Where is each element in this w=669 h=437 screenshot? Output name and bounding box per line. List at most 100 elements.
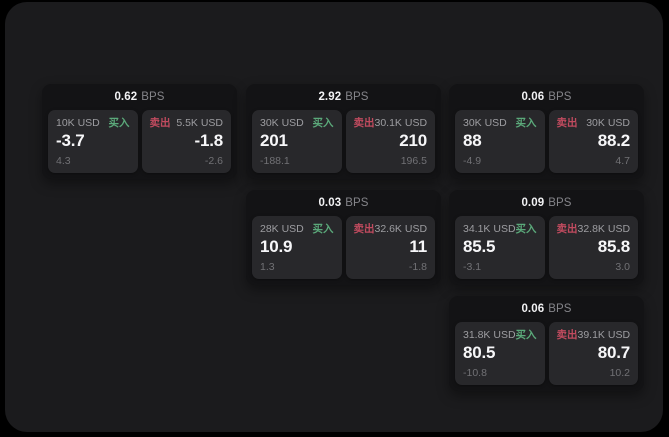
sell-delta: -1.8 (408, 261, 427, 273)
buy-price: 85.5 (463, 237, 496, 256)
sell-tag: 卖出 (556, 329, 578, 341)
buy-pane-header: 28K USD 买入 (260, 223, 334, 235)
sell-pane[interactable]: 卖出 32.8K USD 85.8 3.0 (548, 216, 638, 279)
bps-unit-label: BPS (548, 91, 572, 103)
bps-unit-label: BPS (548, 303, 572, 315)
buy-amount-label: 31.8K USD (463, 329, 516, 341)
buy-pane[interactable]: 30K USD 买入 88 -4.9 (455, 110, 545, 173)
buy-pane[interactable]: 10K USD 买入 -3.7 4.3 (48, 110, 138, 173)
bps-value: 0.06 (521, 91, 545, 103)
buy-amount-label: 28K USD (260, 223, 304, 235)
sell-pane[interactable]: 卖出 32.6K USD 11 -1.8 (345, 216, 435, 279)
sell-pane-header: 卖出 5.5K USD (150, 117, 224, 129)
sell-delta: 4.7 (615, 155, 630, 167)
card-body: 10K USD 买入 -3.7 4.3 卖出 5.5K USD -1.8 -2.… (42, 110, 237, 179)
sell-delta: 10.2 (609, 367, 630, 379)
bps-unit-label: BPS (345, 91, 369, 103)
bps-value: 0.06 (521, 303, 545, 315)
sell-amount-label: 30K USD (586, 117, 630, 129)
card-header: 0.03 BPS (246, 190, 441, 216)
buy-price: 80.5 (463, 343, 496, 362)
card-body: 31.8K USD 买入 80.5 -10.8 卖出 39.1K USD 80.… (449, 322, 644, 391)
buy-pane-header: 31.8K USD 买入 (463, 329, 537, 341)
card-header: 0.62 BPS (42, 84, 237, 110)
sell-amount-label: 5.5K USD (176, 117, 223, 129)
sell-pane[interactable]: 卖出 30.1K USD 210 196.5 (345, 110, 435, 173)
sell-pane-header: 卖出 39.1K USD (557, 329, 631, 341)
card-body: 30K USD 买入 88 -4.9 卖出 30K USD 88.2 4.7 (449, 110, 644, 179)
sell-tag: 卖出 (353, 223, 375, 235)
bps-value: 0.62 (114, 91, 138, 103)
buy-pane-header: 30K USD 买入 (463, 117, 537, 129)
sell-pane-header: 卖出 32.6K USD (354, 223, 428, 235)
quote-card[interactable]: 0.06 BPS 31.8K USD 买入 80.5 -10.8 卖出 39.1… (449, 296, 644, 391)
main-panel: 0.62 BPS 10K USD 买入 -3.7 4.3 卖出 5.5K USD… (5, 2, 663, 432)
buy-amount-label: 30K USD (463, 117, 507, 129)
buy-delta: -10.8 (463, 367, 487, 379)
buy-price: 88 (463, 131, 482, 150)
sell-price: -1.8 (194, 131, 224, 150)
sell-amount-label: 39.1K USD (577, 329, 631, 341)
buy-delta: -3.1 (463, 261, 482, 273)
sell-pane-header: 卖出 30.1K USD (354, 117, 428, 129)
buy-pane[interactable]: 31.8K USD 买入 80.5 -10.8 (455, 322, 545, 385)
card-header: 0.06 BPS (449, 84, 644, 110)
sell-amount-label: 30.1K USD (374, 117, 428, 129)
buy-pane-header: 34.1K USD 买入 (463, 223, 537, 235)
sell-amount-label: 32.8K USD (577, 223, 631, 235)
buy-pane[interactable]: 30K USD 买入 201 -188.1 (252, 110, 342, 173)
buy-price: 201 (260, 131, 288, 150)
buy-tag: 买入 (515, 117, 537, 129)
sell-tag: 卖出 (556, 223, 578, 235)
buy-pane[interactable]: 34.1K USD 买入 85.5 -3.1 (455, 216, 545, 279)
sell-price: 11 (409, 237, 427, 256)
card-body: 28K USD 买入 10.9 1.3 卖出 32.6K USD 11 -1.8 (246, 216, 441, 285)
sell-price: 88.2 (597, 131, 630, 150)
buy-delta: -188.1 (260, 155, 290, 167)
buy-amount-label: 10K USD (56, 117, 100, 129)
card-body: 34.1K USD 买入 85.5 -3.1 卖出 32.8K USD 85.8… (449, 216, 644, 285)
card-header: 2.92 BPS (246, 84, 441, 110)
quote-card[interactable]: 0.03 BPS 28K USD 买入 10.9 1.3 卖出 32.6K US… (246, 190, 441, 285)
bps-unit-label: BPS (345, 197, 369, 209)
quote-card[interactable]: 0.06 BPS 30K USD 买入 88 -4.9 卖出 30K USD 8… (449, 84, 644, 179)
buy-delta: 4.3 (56, 155, 71, 167)
sell-amount-label: 32.6K USD (374, 223, 428, 235)
bps-unit-label: BPS (141, 91, 165, 103)
buy-tag: 买入 (312, 223, 334, 235)
sell-pane[interactable]: 卖出 30K USD 88.2 4.7 (548, 110, 638, 173)
buy-amount-label: 30K USD (260, 117, 304, 129)
buy-pane-header: 10K USD 买入 (56, 117, 130, 129)
sell-tag: 卖出 (149, 117, 171, 129)
buy-price: -3.7 (56, 131, 85, 150)
sell-delta: 196.5 (400, 155, 427, 167)
buy-price: 10.9 (260, 237, 293, 256)
buy-tag: 买入 (108, 117, 130, 129)
bps-value: 0.03 (318, 197, 342, 209)
sell-tag: 卖出 (556, 117, 578, 129)
cards-grid: 0.62 BPS 10K USD 买入 -3.7 4.3 卖出 5.5K USD… (5, 2, 663, 432)
buy-delta: -4.9 (463, 155, 482, 167)
buy-tag: 买入 (515, 329, 537, 341)
bps-value: 2.92 (318, 91, 342, 103)
quote-card[interactable]: 0.62 BPS 10K USD 买入 -3.7 4.3 卖出 5.5K USD… (42, 84, 237, 179)
buy-delta: 1.3 (260, 261, 275, 273)
sell-pane-header: 卖出 30K USD (557, 117, 631, 129)
sell-delta: 3.0 (615, 261, 630, 273)
sell-pane[interactable]: 卖出 5.5K USD -1.8 -2.6 (141, 110, 231, 173)
sell-price: 85.8 (597, 237, 630, 256)
sell-pane-header: 卖出 32.8K USD (557, 223, 631, 235)
buy-pane[interactable]: 28K USD 买入 10.9 1.3 (252, 216, 342, 279)
sell-delta: -2.6 (204, 155, 223, 167)
buy-amount-label: 34.1K USD (463, 223, 516, 235)
sell-pane[interactable]: 卖出 39.1K USD 80.7 10.2 (548, 322, 638, 385)
buy-pane-header: 30K USD 买入 (260, 117, 334, 129)
quote-card[interactable]: 2.92 BPS 30K USD 买入 201 -188.1 卖出 30.1K … (246, 84, 441, 179)
card-body: 30K USD 买入 201 -188.1 卖出 30.1K USD 210 1… (246, 110, 441, 179)
bps-value: 0.09 (521, 197, 545, 209)
buy-tag: 买入 (312, 117, 334, 129)
sell-price: 80.7 (597, 343, 630, 362)
quote-card[interactable]: 0.09 BPS 34.1K USD 买入 85.5 -3.1 卖出 32.8K… (449, 190, 644, 285)
card-header: 0.06 BPS (449, 296, 644, 322)
bps-unit-label: BPS (548, 197, 572, 209)
